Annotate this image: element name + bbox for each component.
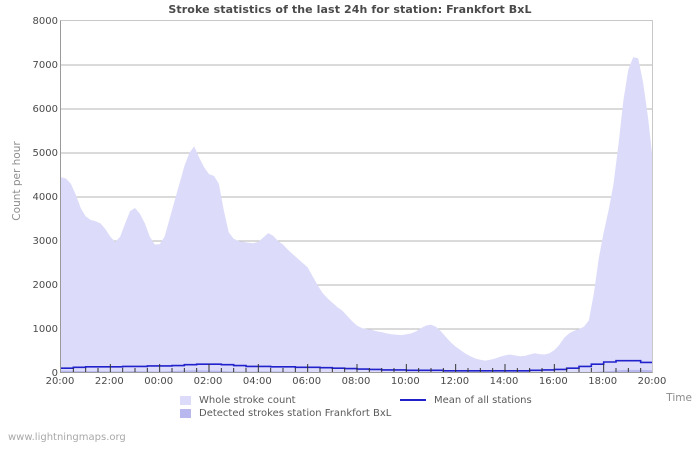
legend-label: Detected strokes station Frankfort BxL: [199, 408, 392, 419]
x-tick-label: 10:00: [390, 376, 420, 387]
x-tick-label: 16:00: [538, 376, 568, 387]
chart-legend: Whole stroke count Detected strokes stat…: [0, 393, 700, 423]
legend-item-detected-strokes: Detected strokes station Frankfort BxL: [180, 408, 391, 420]
x-tick-label: 02:00: [193, 376, 223, 387]
legend-swatch-icon: [180, 396, 191, 405]
y-tick-label: 3000: [32, 236, 58, 247]
legend-item-whole-stroke-count: Whole stroke count: [180, 395, 296, 407]
x-tick-label: 20:00: [45, 376, 75, 387]
gridlines: [61, 64, 652, 330]
chart-title: Stroke statistics of the last 24h for st…: [168, 3, 532, 16]
x-axis-title: Time: [666, 392, 692, 404]
y-tick-label: 7000: [32, 60, 58, 71]
y-tick-label: 2000: [32, 280, 58, 291]
plot-area: [60, 20, 653, 373]
x-tick-label: 00:00: [144, 376, 174, 387]
legend-swatch-icon: [180, 409, 191, 418]
x-tick-label: 06:00: [292, 376, 322, 387]
x-tick-label: 04:00: [242, 376, 272, 387]
x-tick-label: 12:00: [440, 376, 470, 387]
legend-item-mean-of-all-stations: Mean of all stations: [400, 395, 532, 407]
x-tick-label: 08:00: [341, 376, 371, 387]
y-tick-label: 5000: [32, 148, 58, 159]
x-tick-label: 18:00: [588, 376, 618, 387]
y-tick-label: 1000: [32, 324, 58, 335]
plot-svg: [61, 57, 652, 372]
x-tick-label: 20:00: [637, 376, 667, 387]
source-watermark: www.lightningmaps.org: [8, 432, 126, 443]
x-tick-label: 22:00: [94, 376, 124, 387]
y-tick-label: 6000: [32, 104, 58, 115]
x-axis-minor-ticks: [72, 364, 642, 372]
legend-line-icon: [400, 398, 426, 401]
y-axis-ticks: 0 1000 2000 3000 4000 5000 6000 7000 800…: [0, 0, 58, 393]
y-tick-label: 8000: [32, 16, 58, 27]
y-tick-label: 4000: [32, 192, 58, 203]
legend-label: Mean of all stations: [434, 395, 532, 406]
y-tick-label: 0: [51, 368, 58, 379]
x-tick-label: 14:00: [489, 376, 519, 387]
legend-label: Whole stroke count: [199, 395, 296, 406]
area-whole-stroke-count: [61, 57, 652, 372]
